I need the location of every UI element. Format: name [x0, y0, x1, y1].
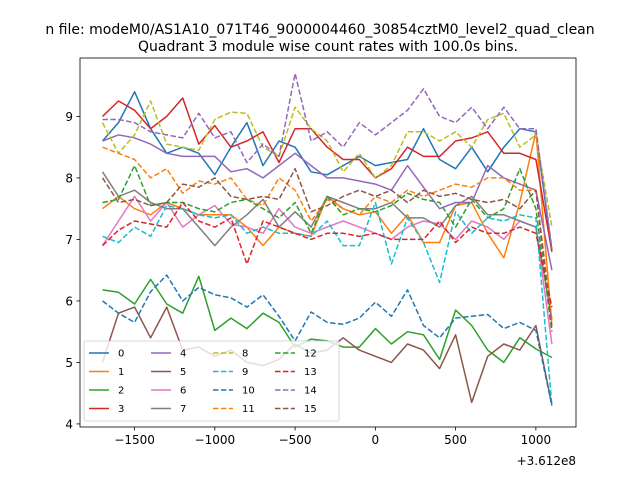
series-line-1 [102, 131, 553, 326]
x-tick-label: −500 [279, 433, 312, 447]
series-line-13 [101, 201, 553, 308]
legend-label-12: 12 [304, 349, 317, 360]
y-tick-label: 8 [65, 171, 73, 185]
x-tick-label: −1000 [195, 433, 236, 447]
series-line-0 [101, 91, 553, 252]
y-tick-label: 7 [65, 233, 73, 247]
legend-label-0: 0 [118, 349, 124, 360]
legend-label-8: 8 [242, 349, 248, 360]
series-line-12 [102, 164, 553, 332]
chart-title: Quadrant 3 module wise count rates with … [138, 39, 518, 55]
series-line-9 [102, 201, 553, 406]
legend-label-3: 3 [118, 404, 124, 415]
legend-label-2: 2 [118, 386, 124, 397]
y-tick-label: 5 [65, 356, 73, 370]
series-line-4 [102, 134, 553, 271]
x-tick-label: 0 [372, 433, 380, 447]
legend-label-1: 1 [118, 367, 124, 378]
legend-label-14: 14 [304, 386, 317, 397]
series-line-7 [101, 171, 553, 320]
legend-label-15: 15 [304, 404, 317, 415]
x-tick-label: −1500 [114, 433, 155, 447]
series-line-3 [101, 97, 553, 252]
y-tick-label: 6 [65, 294, 73, 308]
legend-box [83, 340, 340, 422]
x-tick-label: 500 [444, 433, 467, 447]
axes-frame [79, 57, 577, 428]
series-line-10 [102, 274, 553, 406]
x-offset-label: +3.612e8 [517, 454, 576, 468]
legend-label-5: 5 [180, 367, 186, 378]
series-line-14 [102, 72, 553, 249]
chart-suptitle: n file: modeM0/AS1A10_071T46_9000004460_… [45, 22, 594, 38]
legend-label-10: 10 [242, 386, 255, 397]
legend-label-7: 7 [180, 404, 186, 415]
legend-label-9: 9 [242, 367, 248, 378]
series-line-8 [101, 100, 553, 228]
series-line-15 [101, 167, 553, 329]
series-line-6 [101, 195, 553, 345]
x-tick-label: 1000 [521, 433, 552, 447]
legend-label-11: 11 [242, 404, 255, 415]
legend-label-6: 6 [180, 386, 186, 397]
legend-label-13: 13 [304, 367, 317, 378]
y-tick-label: 9 [65, 110, 73, 124]
y-tick-label: 4 [65, 417, 73, 431]
series-line-11 [102, 146, 553, 320]
legend-label-4: 4 [180, 349, 186, 360]
